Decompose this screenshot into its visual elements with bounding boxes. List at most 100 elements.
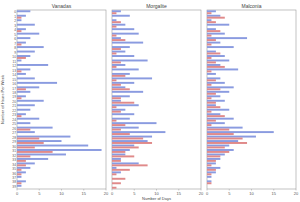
bar <box>112 176 113 178</box>
bar <box>112 187 116 189</box>
bar <box>112 73 130 75</box>
bar <box>112 12 116 14</box>
bar <box>112 19 116 21</box>
bar <box>207 142 247 144</box>
bar <box>207 171 216 173</box>
bar <box>112 120 116 122</box>
bars <box>207 10 274 184</box>
category-label: 20 <box>12 100 16 104</box>
bar <box>112 33 139 35</box>
bar <box>207 140 238 142</box>
category-label: 37 <box>12 176 16 180</box>
bar <box>207 167 220 169</box>
bar <box>112 104 139 106</box>
bar <box>112 173 116 175</box>
bar <box>207 70 211 72</box>
bar <box>207 104 216 106</box>
bar <box>17 91 30 93</box>
bar <box>17 171 26 173</box>
bar <box>207 131 274 133</box>
bar <box>112 93 113 95</box>
category-label: 29 <box>12 140 16 144</box>
bar <box>207 82 225 84</box>
category-label: 34 <box>12 163 16 167</box>
bar <box>17 48 18 50</box>
bar <box>17 122 30 124</box>
bar <box>207 77 220 79</box>
category-label: 8 <box>14 46 16 50</box>
bar <box>17 138 39 140</box>
bar <box>207 15 220 17</box>
bar <box>17 79 18 81</box>
bar <box>112 97 121 99</box>
bar <box>112 167 116 169</box>
bar <box>112 21 121 23</box>
bar <box>207 35 211 37</box>
bar <box>17 84 18 86</box>
bar <box>17 44 21 46</box>
bar <box>17 77 35 79</box>
bar <box>207 122 225 124</box>
tick-label: 5 <box>228 191 231 196</box>
bar <box>207 84 211 86</box>
bar <box>207 48 208 50</box>
bar <box>207 118 234 120</box>
bar <box>207 115 225 117</box>
category-label: 15 <box>12 78 16 82</box>
panel-title: Malconia <box>241 3 261 9</box>
bar <box>17 164 26 166</box>
bar <box>17 133 18 135</box>
bar <box>207 93 216 95</box>
bar <box>17 15 26 17</box>
bar <box>207 26 208 28</box>
bar <box>112 129 121 131</box>
bar <box>112 180 113 182</box>
bar <box>207 178 208 180</box>
bar <box>112 158 121 160</box>
bar <box>207 75 208 77</box>
category-label: 4 <box>14 28 16 32</box>
bar <box>207 28 216 30</box>
category-label: 28 <box>12 136 16 140</box>
bar <box>17 111 18 113</box>
bar <box>112 88 130 90</box>
bar <box>112 82 134 84</box>
bar <box>207 145 229 147</box>
bar <box>207 136 256 138</box>
category-label: 6 <box>14 37 16 41</box>
bar <box>207 154 225 156</box>
bar <box>207 79 216 81</box>
bar <box>17 10 30 12</box>
bar <box>17 93 18 95</box>
tick-label: 5 <box>38 191 41 196</box>
bar <box>112 57 113 59</box>
bar <box>207 39 216 41</box>
bar <box>112 51 125 53</box>
bar <box>207 86 234 88</box>
bar <box>112 154 125 156</box>
category-label: 18 <box>12 91 16 95</box>
bar <box>17 12 18 14</box>
bar <box>112 124 125 126</box>
bar <box>207 57 211 59</box>
tick-label: 10 <box>249 191 254 196</box>
category-label: 39 <box>12 185 16 189</box>
bar <box>112 35 116 37</box>
bar <box>207 60 229 62</box>
bar <box>207 68 238 70</box>
bar <box>17 127 53 129</box>
bar <box>207 162 216 164</box>
bar <box>17 55 30 57</box>
tick-label: 15 <box>177 191 182 196</box>
bar <box>207 102 216 104</box>
bar <box>112 100 121 102</box>
bar <box>17 104 35 106</box>
bar <box>17 167 30 169</box>
y-axis-label: Number of Hours Per Week <box>0 75 5 124</box>
bar <box>17 17 21 19</box>
bar <box>17 154 66 156</box>
bar <box>17 169 21 171</box>
bar <box>112 66 116 68</box>
tick-label: 0 <box>206 191 209 196</box>
bar <box>17 21 18 23</box>
